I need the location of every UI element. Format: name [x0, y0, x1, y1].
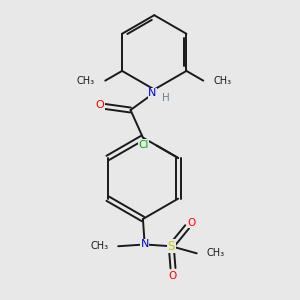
Text: O: O: [169, 271, 177, 281]
Text: CH₃: CH₃: [214, 76, 232, 85]
Text: O: O: [187, 218, 196, 227]
Text: S: S: [167, 240, 175, 253]
Text: CH₃: CH₃: [207, 248, 225, 258]
Text: N: N: [140, 239, 149, 250]
Text: Cl: Cl: [139, 140, 149, 150]
Text: O: O: [95, 100, 104, 110]
Text: CH₃: CH₃: [76, 76, 94, 85]
Text: N: N: [148, 88, 157, 98]
Text: CH₃: CH₃: [90, 241, 108, 251]
Text: H: H: [162, 93, 170, 103]
